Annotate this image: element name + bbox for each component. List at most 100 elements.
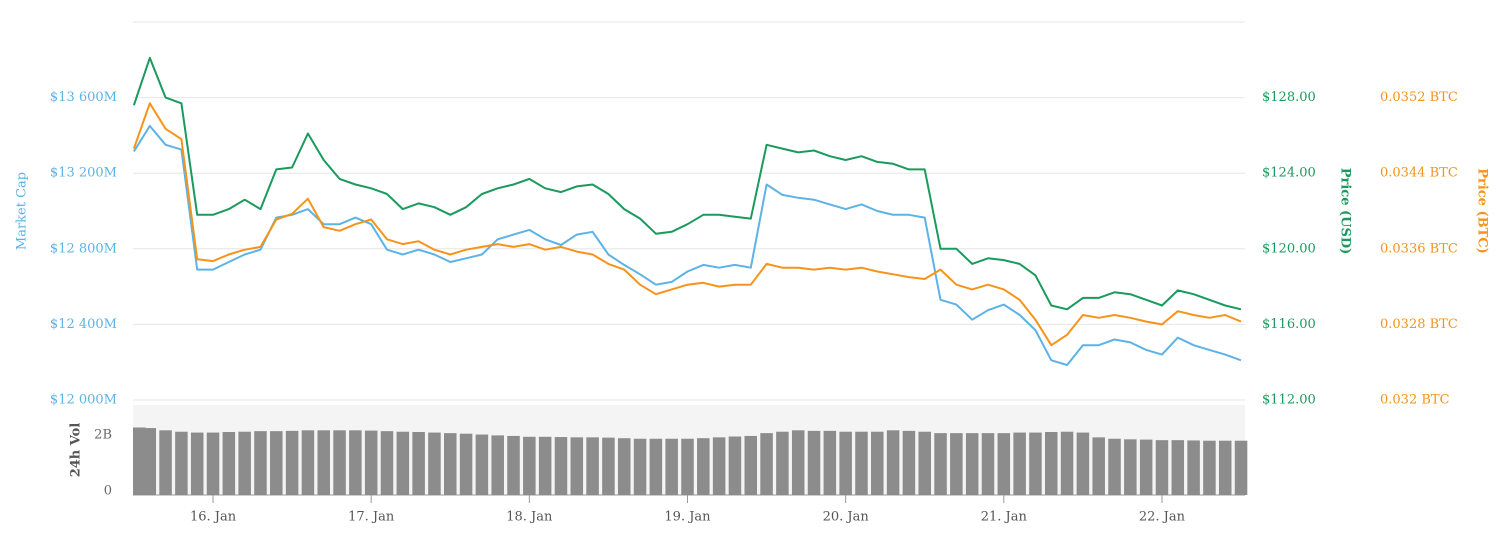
volume-bar <box>712 437 726 495</box>
volume-bar <box>1029 432 1042 495</box>
volume-bar <box>175 431 188 495</box>
x-tick-label: 22. Jan <box>1139 510 1186 525</box>
vol-axis-title: 24h Vol <box>69 423 84 478</box>
y3-tick-label: 0.0344 BTC <box>1380 166 1458 181</box>
volume-bar <box>333 430 346 495</box>
y2-tick-label: $124.00 <box>1262 166 1316 181</box>
volume-bar <box>190 432 204 495</box>
y2-tick-label: $128.00 <box>1262 90 1316 105</box>
volume-bar <box>380 431 394 495</box>
volume-bar <box>1044 432 1058 495</box>
volume-bar <box>1013 432 1026 495</box>
volume-bar <box>1218 440 1232 495</box>
y3-tick-label: 0.032 BTC <box>1380 393 1450 408</box>
volume-bar <box>285 430 299 495</box>
volume-bar <box>1155 440 1169 495</box>
volume-bar <box>206 432 220 495</box>
volume-bar <box>744 435 758 495</box>
y-tick-label: $12 800M <box>50 241 117 256</box>
volume-bar <box>871 431 884 495</box>
volume-bar <box>301 430 315 495</box>
volume-bar <box>617 438 631 495</box>
volume-bar <box>317 430 331 495</box>
volume-bar <box>143 428 157 495</box>
series-line <box>133 124 1242 366</box>
vol-tick-label: 2B <box>94 427 112 442</box>
volume-bar <box>855 431 868 495</box>
volume-bar <box>1060 431 1074 495</box>
y2-tick-label: $116.00 <box>1262 317 1316 332</box>
volume-bar <box>633 438 647 495</box>
y-tick-label: $12 400M <box>50 317 117 332</box>
volume-bar <box>902 430 916 495</box>
volume-bar <box>507 435 520 495</box>
volume-bar <box>934 433 947 495</box>
volume-bar <box>443 433 457 495</box>
y-tick-label: $13 200M <box>50 166 117 181</box>
volume-bar <box>776 431 789 495</box>
volume-bar <box>554 437 568 495</box>
volume-bar <box>570 437 584 495</box>
volume-bar <box>428 432 441 495</box>
volume-bar <box>491 435 504 495</box>
y-axis-title: Market Cap <box>15 172 30 250</box>
volume-bar <box>697 438 710 495</box>
volume-bar <box>1234 440 1248 495</box>
y2-tick-label: $120.00 <box>1262 241 1316 256</box>
y3-tick-label: 0.0352 BTC <box>1380 90 1458 105</box>
volume-bar <box>1124 439 1137 495</box>
volume-bar <box>133 427 146 495</box>
series-line <box>132 102 1242 347</box>
y3-axis-title: Price (BTC) <box>1475 168 1490 254</box>
y3-tick-label: 0.0328 BTC <box>1380 317 1458 332</box>
y-tick-label: $13 600M <box>50 90 117 105</box>
volume-bar <box>349 430 362 495</box>
volume-bar <box>665 438 678 495</box>
volume-bar <box>475 434 489 495</box>
y2-axis-title: Price (USD) <box>1338 168 1353 255</box>
volume-bar <box>586 437 599 495</box>
volume-bar <box>538 436 552 495</box>
volume-bar <box>728 436 742 495</box>
y-tick-label: $12 000M <box>50 393 117 408</box>
volume-bar <box>1139 439 1153 495</box>
volume-bar <box>159 430 172 495</box>
volume-bar <box>807 430 821 495</box>
volume-bar <box>760 433 773 495</box>
volume-bar <box>364 430 378 495</box>
volume-bar <box>1171 440 1185 495</box>
y3-tick-label: 0.0336 BTC <box>1380 241 1458 256</box>
volume-bar <box>222 432 236 495</box>
series-line <box>132 56 1242 311</box>
x-tick-label: 19. Jan <box>664 510 711 525</box>
volume-bar <box>459 433 473 495</box>
x-tick-label: 18. Jan <box>506 510 553 525</box>
volume-bar <box>270 431 283 495</box>
volume-bar <box>886 430 900 495</box>
volume-bar <box>396 431 410 495</box>
volume-bar <box>412 432 425 495</box>
volume-bar <box>791 430 805 495</box>
volume-bar <box>997 433 1011 495</box>
volume-bar <box>649 438 663 495</box>
volume-bar <box>681 438 694 495</box>
volume-bar <box>254 431 267 495</box>
x-tick-label: 17. Jan <box>348 510 395 525</box>
x-tick-label: 21. Jan <box>981 510 1028 525</box>
volume-bar <box>918 431 931 495</box>
volume-bar <box>602 437 615 495</box>
x-tick-label: 20. Jan <box>823 510 870 525</box>
y2-tick-label: $112.00 <box>1262 393 1316 408</box>
volume-bar <box>1092 437 1105 495</box>
x-tick-label: 16. Jan <box>190 510 237 525</box>
volume-bar <box>1187 440 1200 495</box>
volume-bar <box>1076 432 1090 495</box>
volume-bar <box>1203 440 1216 495</box>
vol-tick-label: 0 <box>104 484 112 499</box>
volume-bar <box>981 433 995 495</box>
volume-bar <box>1108 438 1121 495</box>
volume-bar <box>523 436 536 495</box>
volume-bar <box>839 431 852 495</box>
volume-bar <box>238 431 251 495</box>
